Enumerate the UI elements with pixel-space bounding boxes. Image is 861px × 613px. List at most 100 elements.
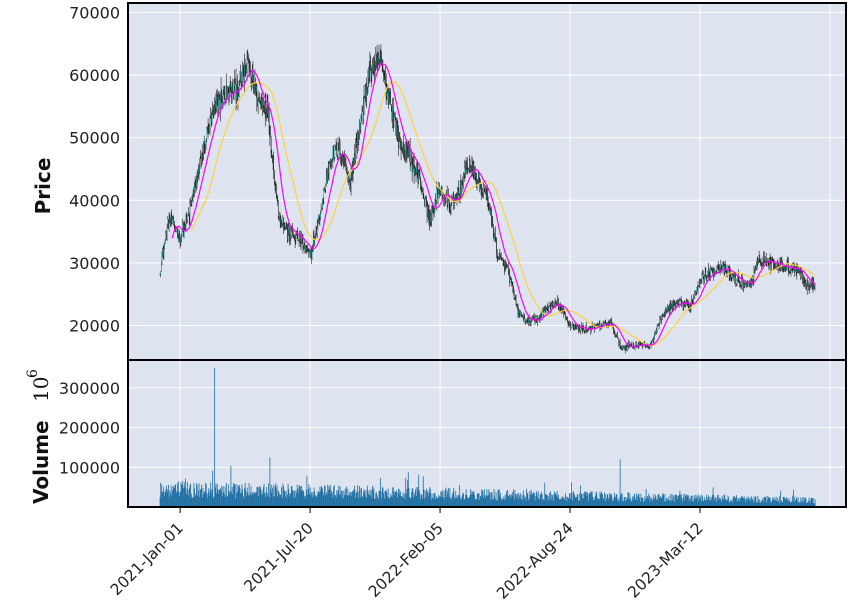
- candle-body: [723, 264, 725, 273]
- volume-bar: [775, 496, 777, 507]
- candle-body: [754, 268, 756, 273]
- volume-bar: [218, 489, 220, 507]
- candle-body: [296, 233, 297, 235]
- volume-bar: [364, 489, 366, 507]
- volume-bar: [426, 488, 427, 507]
- candle-body: [270, 134, 271, 137]
- volume-bar: [264, 497, 266, 507]
- volume-bar: [767, 496, 769, 507]
- candle-body: [727, 268, 729, 272]
- candle-body: [447, 199, 449, 206]
- volume-bar: [266, 493, 268, 507]
- candle-body: [344, 158, 346, 166]
- volume-bar: [452, 491, 454, 507]
- volume-bar: [775, 499, 776, 507]
- volume-bar: [578, 500, 579, 507]
- candle-body: [648, 346, 649, 347]
- candle-body: [556, 303, 557, 305]
- candle-body: [727, 271, 728, 276]
- candle-body: [688, 305, 690, 310]
- volume-bar: [405, 493, 407, 507]
- candle-body: [789, 271, 790, 273]
- candle-body: [417, 168, 418, 172]
- candle-body: [304, 245, 306, 251]
- candle-body: [658, 323, 659, 326]
- candle-body: [404, 155, 406, 160]
- volume-bar: [802, 497, 804, 507]
- candle-body: [359, 127, 360, 134]
- volume-bar: [510, 497, 512, 507]
- candle-body: [471, 161, 473, 171]
- candle-body: [565, 315, 566, 318]
- volume-bar: [237, 485, 239, 507]
- candle-body: [474, 168, 476, 177]
- candle-body: [458, 191, 459, 195]
- candle-body: [480, 184, 482, 190]
- candle-body: [286, 225, 287, 228]
- candle-body: [543, 309, 544, 315]
- candle-body: [365, 85, 367, 98]
- volume-bar: [463, 493, 464, 507]
- candle-body: [287, 227, 288, 237]
- candle-body: [329, 162, 330, 164]
- volume-bar: [192, 497, 193, 507]
- volume-bar: [300, 490, 302, 507]
- candle-body: [353, 165, 354, 167]
- candle-body: [715, 271, 717, 273]
- volume-bar: [766, 495, 768, 507]
- candle-body: [742, 278, 744, 287]
- candle-body: [799, 270, 800, 273]
- candle-body: [711, 268, 712, 270]
- volume-bar: [168, 484, 169, 507]
- candle-body: [326, 173, 328, 181]
- volume-bar: [764, 498, 766, 507]
- candle-body: [586, 329, 588, 331]
- candle-body: [441, 187, 442, 189]
- candle-body: [483, 185, 484, 196]
- volume-bar: [782, 502, 783, 507]
- candle-body: [164, 243, 165, 248]
- candle-body: [214, 100, 216, 109]
- candle-body: [680, 299, 682, 306]
- volume-bar: [164, 491, 166, 507]
- volume-bar: [187, 490, 189, 507]
- volume-bar: [663, 493, 665, 507]
- candle-body: [367, 89, 368, 94]
- volume-bar: [513, 499, 515, 507]
- volume-bar: [296, 484, 298, 507]
- candle-body: [488, 207, 490, 210]
- volume-bar: [428, 492, 430, 507]
- candle-body: [611, 321, 612, 325]
- candle-body: [569, 323, 570, 326]
- volume-bar: [569, 493, 570, 507]
- candle-body: [667, 307, 668, 311]
- volume-bar: [182, 480, 184, 507]
- candle-body: [332, 146, 334, 161]
- volume-bar: [470, 494, 472, 507]
- candle-body: [265, 103, 266, 112]
- volume-bar: [263, 483, 265, 507]
- volume-bar: [732, 502, 733, 507]
- volume-bar: [715, 501, 717, 507]
- volume-bar: [682, 497, 684, 507]
- candle-body: [506, 262, 507, 268]
- candle-body: [573, 327, 575, 330]
- volume-bar: [683, 494, 685, 507]
- candle-body: [461, 183, 462, 192]
- volume-bar: [464, 499, 466, 507]
- volume-bar: [234, 484, 236, 507]
- volume-bar: [484, 495, 486, 507]
- volume-bar: [723, 494, 725, 507]
- candle-body: [812, 280, 813, 289]
- candle-body: [375, 54, 376, 66]
- candle-body: [342, 156, 344, 163]
- volume-bar: [188, 488, 190, 507]
- volume-bar: [739, 501, 741, 507]
- candle-body: [201, 154, 202, 167]
- volume-bar: [409, 497, 410, 507]
- volume-bar: [621, 493, 623, 507]
- volume-bar: [710, 501, 711, 507]
- volume-bar: [210, 482, 212, 507]
- volume-bar: [643, 501, 645, 507]
- volume-bar: [508, 496, 510, 507]
